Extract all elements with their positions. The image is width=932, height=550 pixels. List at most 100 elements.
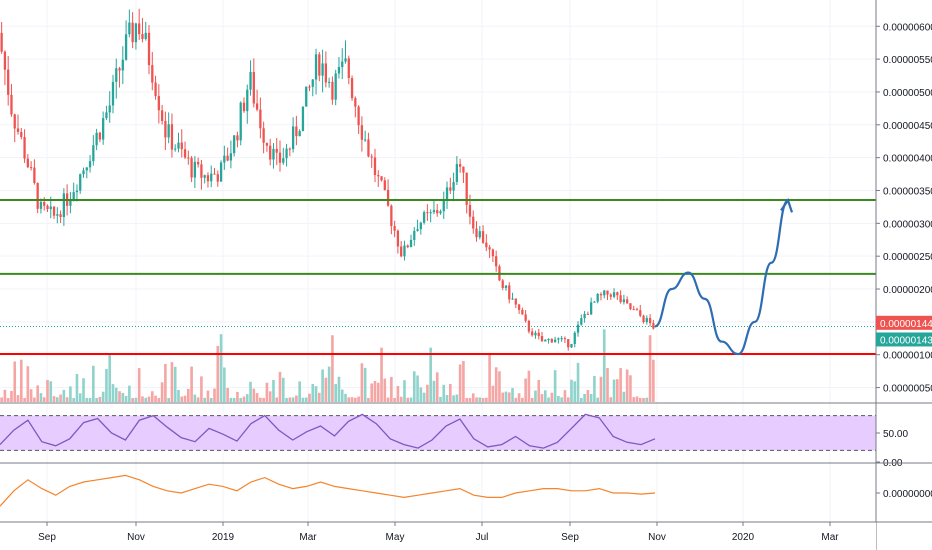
candle-body <box>354 98 357 107</box>
candle-body <box>223 155 226 163</box>
candle-body <box>403 245 406 257</box>
volume-bar <box>543 390 547 402</box>
volume-bar <box>635 396 639 402</box>
candle-body <box>501 280 504 289</box>
candle-body <box>445 187 449 201</box>
candle-body <box>98 132 102 140</box>
volume-bar <box>56 397 59 402</box>
volume-bar <box>344 393 347 402</box>
time-axis[interactable]: Sep Nov 2019 Mar May Jul Sep Nov 2020 Mar <box>0 521 932 550</box>
candle-body <box>321 63 324 76</box>
time-tick-label: Sep <box>38 532 56 543</box>
volume-bar <box>311 383 315 402</box>
volume-bar <box>98 396 102 402</box>
candle-body <box>92 145 95 162</box>
volume-bar <box>6 397 10 402</box>
price-tags: 0.00000144 0.00000143 <box>876 315 932 347</box>
volume-bar <box>462 360 465 402</box>
candle-body <box>0 32 3 52</box>
volume-bar <box>449 384 452 402</box>
candle-body <box>233 135 236 154</box>
time-tick-label: Jul <box>476 532 489 543</box>
volume-bar <box>42 397 46 402</box>
candle-body <box>118 68 121 71</box>
candle-body <box>36 182 39 209</box>
volume-bar <box>501 392 505 402</box>
price-tick-label: 0.00000500 <box>883 88 932 99</box>
volume-bar <box>59 394 62 402</box>
volume-bar <box>530 397 534 402</box>
volume-bar <box>593 375 596 402</box>
price-axis[interactable]: 0.00000600 0.00000550 0.00000500 0.00000450… <box>875 0 932 550</box>
candle-body <box>567 339 570 348</box>
volume-bar <box>167 397 170 402</box>
volume-bar <box>209 397 213 402</box>
volume-bar <box>95 397 98 402</box>
volume-bar <box>304 397 308 402</box>
volume-bar <box>216 345 220 402</box>
time-tick-label: May <box>386 532 405 543</box>
candle-body <box>134 23 138 43</box>
volume-bar <box>183 395 187 402</box>
candle-body <box>131 22 134 43</box>
volume-bar <box>39 393 43 402</box>
candle-body <box>108 105 111 113</box>
candle-body <box>544 339 547 342</box>
candle-body <box>599 294 603 296</box>
price-tick-label: 0.00000200 <box>883 285 932 296</box>
volume-bar <box>426 384 429 402</box>
candle-body <box>213 173 216 175</box>
volume-bar <box>278 371 282 402</box>
volume-bar <box>458 364 462 402</box>
candle-body <box>20 131 23 138</box>
volume-bar <box>566 397 570 402</box>
volume-bar <box>239 397 243 402</box>
candle-body <box>596 294 599 302</box>
candle-body <box>531 331 534 336</box>
volume-bar <box>33 397 36 402</box>
volume-bar <box>114 387 118 402</box>
candle-body <box>508 285 511 300</box>
volume-bar <box>46 379 49 402</box>
volume-bar <box>419 387 423 402</box>
volume-bar <box>360 363 364 402</box>
candle-body <box>442 200 445 212</box>
price-tick-label: 0.00000050 <box>883 384 932 395</box>
candle-body <box>386 189 390 206</box>
candle-body <box>33 167 36 183</box>
volume-bar <box>173 366 177 402</box>
candle-body <box>576 324 580 333</box>
volume-bar <box>196 397 200 402</box>
volume-bar <box>442 384 446 402</box>
volume-bar <box>439 396 442 402</box>
volume-bar <box>281 377 285 402</box>
candle-body <box>413 230 416 240</box>
volume-bar <box>118 391 121 402</box>
projection-curve[interactable] <box>654 199 790 356</box>
candle-body <box>439 211 442 214</box>
volume-bar <box>612 379 616 402</box>
volume-bar <box>108 354 112 402</box>
volume-bar <box>435 372 439 402</box>
volume-bar <box>507 392 511 402</box>
candle-body <box>308 86 311 88</box>
candle-body <box>121 59 124 71</box>
candle-body <box>629 303 632 310</box>
candle-body <box>138 23 141 35</box>
volume-bar <box>62 389 66 402</box>
candle-body <box>455 164 459 182</box>
candle-body <box>593 301 596 303</box>
candle-body <box>465 172 468 205</box>
candle-body <box>652 323 655 329</box>
horizontal-levels[interactable] <box>0 199 876 356</box>
time-tick-label: Nov <box>127 532 145 543</box>
candle-body <box>324 63 328 83</box>
candle-body <box>357 106 360 126</box>
candle-body <box>265 142 269 146</box>
volume-bar <box>92 365 95 402</box>
volume-bar <box>390 376 393 402</box>
volume-bar <box>622 391 626 402</box>
candle-body <box>334 73 337 100</box>
candle-body <box>285 148 288 159</box>
